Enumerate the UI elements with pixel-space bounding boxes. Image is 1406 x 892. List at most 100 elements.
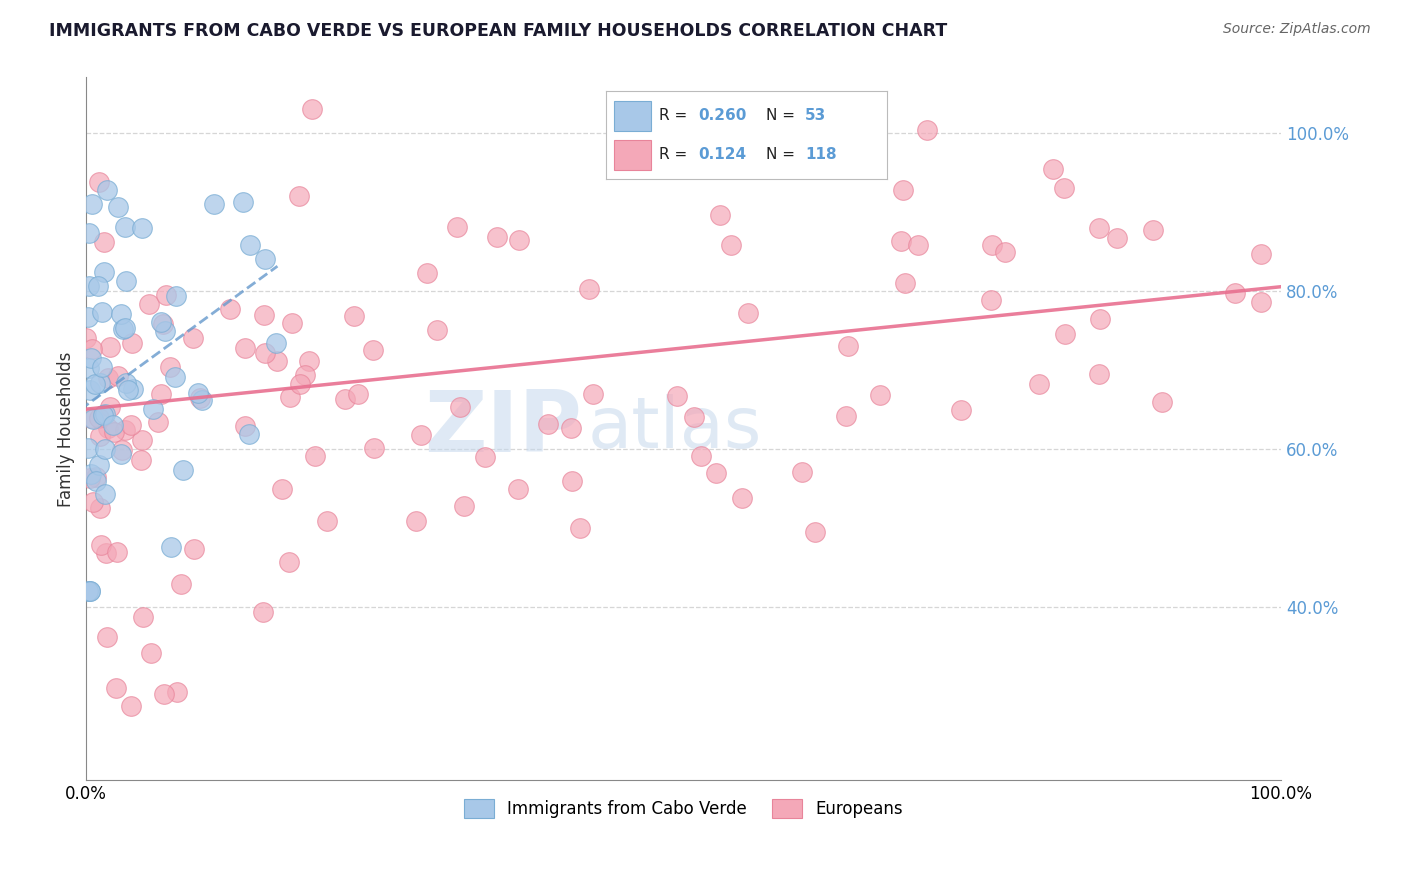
Point (288, 377, 311, 392)
Point (90, 359, 112, 374)
Point (508, 233, 530, 247)
Point (869, 388, 891, 402)
Point (191, 392, 214, 407)
Point (79, 583, 101, 598)
Point (155, 288, 177, 302)
Point (79, 471, 101, 485)
Point (121, 382, 143, 396)
Point (578, 282, 600, 296)
Point (97, 371, 120, 385)
Point (87, 175, 110, 189)
Text: IMMIGRANTS FROM CABO VERDE VS EUROPEAN FAMILY HOUSEHOLDS CORRELATION CHART: IMMIGRANTS FROM CABO VERDE VS EUROPEAN F… (49, 22, 948, 40)
Point (343, 310, 366, 324)
Point (82, 411, 104, 425)
Point (93, 265, 115, 279)
Point (233, 418, 256, 433)
Point (415, 266, 437, 280)
Text: atlas: atlas (588, 394, 762, 463)
Point (129, 453, 152, 467)
Point (79, 351, 101, 365)
Point (163, 370, 186, 384)
Point (138, 297, 160, 311)
Point (1087, 221, 1109, 235)
Point (1105, 231, 1128, 245)
Point (79, 583, 101, 598)
Text: ZIP: ZIP (425, 387, 582, 470)
Point (96, 183, 118, 197)
Point (153, 324, 176, 338)
Point (84, 470, 107, 484)
Point (82, 342, 104, 356)
Point (98, 340, 121, 354)
Point (347, 386, 370, 401)
Point (170, 577, 193, 591)
Point (131, 221, 153, 235)
Point (907, 238, 929, 252)
Point (181, 330, 204, 344)
Point (254, 346, 277, 360)
Point (891, 183, 914, 197)
Point (80, 410, 103, 425)
Point (89, 429, 111, 443)
Point (709, 209, 731, 223)
Point (508, 483, 530, 497)
Legend: Immigrants from Cabo Verde, Europeans: Immigrants from Cabo Verde, Europeans (457, 792, 910, 825)
Point (146, 415, 169, 429)
Point (111, 443, 134, 458)
Point (582, 386, 605, 401)
Point (202, 197, 225, 211)
Point (114, 274, 136, 288)
Point (77, 441, 100, 455)
Point (1150, 395, 1173, 409)
Point (704, 466, 727, 480)
Point (894, 276, 917, 290)
Point (166, 685, 188, 699)
Point (405, 514, 427, 528)
Point (1053, 327, 1076, 342)
Point (91, 408, 114, 422)
Point (107, 200, 129, 214)
Point (159, 540, 181, 554)
Point (120, 417, 142, 432)
Point (737, 306, 759, 320)
Point (278, 555, 301, 569)
Point (253, 252, 276, 266)
Point (1223, 285, 1246, 300)
Point (159, 360, 181, 375)
Point (1250, 294, 1272, 309)
Point (79, 383, 101, 397)
Point (560, 421, 582, 435)
Point (280, 317, 302, 331)
Point (149, 315, 172, 329)
Point (1088, 311, 1111, 326)
Text: Source: ZipAtlas.com: Source: ZipAtlas.com (1223, 22, 1371, 37)
Point (1028, 376, 1050, 391)
Point (449, 401, 471, 415)
Point (172, 463, 194, 477)
Point (97, 421, 120, 435)
Point (183, 541, 205, 556)
Point (84, 474, 107, 488)
Point (950, 402, 973, 417)
Point (107, 369, 129, 384)
Point (994, 245, 1017, 260)
Point (131, 434, 153, 448)
Point (835, 409, 858, 424)
Point (75, 331, 97, 345)
Point (474, 450, 496, 465)
Point (77, 310, 100, 324)
Point (219, 301, 242, 316)
Point (1142, 223, 1164, 237)
Point (121, 336, 143, 351)
Point (980, 293, 1002, 307)
Y-axis label: Family Households: Family Households (58, 351, 75, 507)
Point (110, 307, 132, 321)
Point (114, 321, 136, 335)
Point (278, 390, 301, 404)
Point (114, 376, 136, 390)
Point (266, 336, 288, 351)
Point (253, 308, 276, 322)
Point (569, 521, 592, 535)
Point (96, 630, 118, 644)
Point (77, 279, 100, 293)
